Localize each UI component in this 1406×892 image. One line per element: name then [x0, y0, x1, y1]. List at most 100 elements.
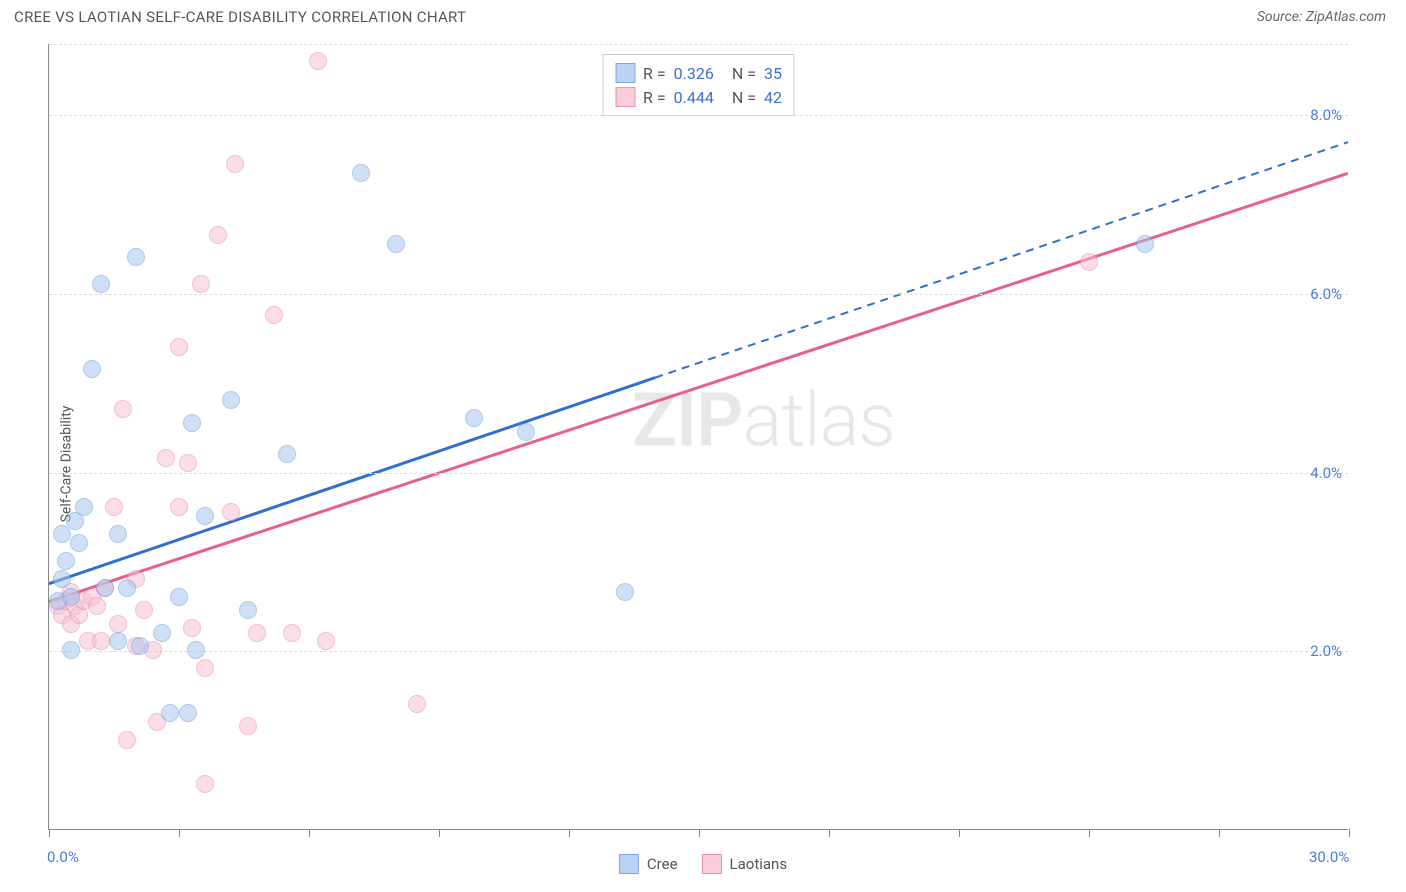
data-point: [118, 731, 136, 749]
data-point: [105, 498, 123, 516]
legend-item-cree: Cree: [619, 854, 678, 874]
data-point: [387, 235, 405, 253]
swatch-cree-icon: [619, 854, 639, 874]
data-point: [179, 704, 197, 722]
data-point: [187, 641, 205, 659]
data-point: [239, 601, 257, 619]
legend-item-laotians: Laotians: [702, 854, 788, 874]
data-point: [278, 445, 296, 463]
data-point: [616, 583, 634, 601]
x-tick: [1349, 829, 1350, 837]
gridline: [49, 44, 1348, 45]
data-point: [92, 632, 110, 650]
data-point: [114, 400, 132, 418]
data-point: [127, 248, 145, 266]
y-tick-label: 4.0%: [1310, 464, 1342, 482]
data-point: [157, 449, 175, 467]
r-value-laotians: 0.444: [674, 88, 714, 107]
data-point: [183, 619, 201, 637]
data-point: [53, 570, 71, 588]
x-tick: [959, 829, 960, 837]
watermark: ZIPatlas: [632, 377, 895, 464]
gridline: [49, 115, 1348, 116]
data-point: [183, 414, 201, 432]
data-point: [239, 717, 257, 735]
data-point: [352, 164, 370, 182]
x-tick: [49, 829, 50, 837]
data-point: [517, 423, 535, 441]
x-tick: [309, 829, 310, 837]
data-point: [135, 601, 153, 619]
legend-label-cree: Cree: [647, 855, 678, 873]
data-point: [1080, 253, 1098, 271]
y-tick-label: 2.0%: [1310, 642, 1342, 660]
data-point: [53, 525, 71, 543]
data-point: [92, 275, 110, 293]
data-point: [408, 695, 426, 713]
data-point: [283, 624, 301, 642]
data-point: [88, 597, 106, 615]
plot-area: ZIPatlas R = 0.326 N = 35 R = 0.444 N = …: [48, 44, 1348, 830]
data-point: [161, 704, 179, 722]
data-point: [62, 588, 80, 606]
data-point: [170, 338, 188, 356]
chart-header: CREE VS LAOTIAN SELF-CARE DISABILITY COR…: [0, 0, 1406, 32]
n-value-laotians: 42: [764, 88, 782, 107]
data-point: [170, 588, 188, 606]
legend-row-laotians: R = 0.444 N = 42: [615, 85, 782, 109]
swatch-laotians-icon: [702, 854, 722, 874]
data-point: [170, 498, 188, 516]
data-point: [70, 534, 88, 552]
x-tick: [1219, 829, 1220, 837]
data-point: [109, 525, 127, 543]
x-tick: [439, 829, 440, 837]
data-point: [196, 507, 214, 525]
data-point: [222, 503, 240, 521]
gridline: [49, 651, 1348, 652]
legend-correlation: R = 0.326 N = 35 R = 0.444 N = 42: [602, 54, 795, 116]
y-tick-label: 6.0%: [1310, 285, 1342, 303]
x-tick-label: 30.0%: [1309, 848, 1349, 866]
data-point: [196, 775, 214, 793]
data-point: [83, 360, 101, 378]
data-point: [465, 409, 483, 427]
swatch-laotians: [615, 87, 635, 107]
data-point: [57, 552, 75, 570]
legend-series: Cree Laotians: [619, 854, 787, 874]
data-point: [317, 632, 335, 650]
data-point: [118, 579, 136, 597]
source-attribution: Source: ZipAtlas.com: [1257, 9, 1386, 25]
data-point: [192, 275, 210, 293]
data-point: [265, 306, 283, 324]
data-point: [226, 155, 244, 173]
n-value-cree: 35: [764, 64, 782, 83]
legend-row-cree: R = 0.326 N = 35: [615, 61, 782, 85]
gridline: [49, 473, 1348, 474]
chart-container: Self-Care Disability ZIPatlas R = 0.326 …: [0, 36, 1406, 892]
x-tick: [829, 829, 830, 837]
x-tick: [1089, 829, 1090, 837]
data-point: [222, 391, 240, 409]
y-tick-label: 8.0%: [1310, 106, 1342, 124]
data-point: [62, 641, 80, 659]
data-point: [75, 498, 93, 516]
data-point: [248, 624, 266, 642]
data-point: [1136, 235, 1154, 253]
data-point: [179, 454, 197, 472]
chart-title: CREE VS LAOTIAN SELF-CARE DISABILITY COR…: [14, 8, 466, 26]
data-point: [153, 624, 171, 642]
data-point: [209, 226, 227, 244]
data-point: [131, 637, 149, 655]
data-point: [309, 52, 327, 70]
x-tick: [569, 829, 570, 837]
data-point: [109, 632, 127, 650]
swatch-cree: [615, 63, 635, 83]
x-tick: [179, 829, 180, 837]
gridline: [49, 294, 1348, 295]
x-tick: [699, 829, 700, 837]
data-point: [109, 615, 127, 633]
data-point: [96, 579, 114, 597]
data-point: [196, 659, 214, 677]
x-tick-label: 0.0%: [47, 848, 79, 866]
legend-label-laotians: Laotians: [730, 855, 788, 873]
